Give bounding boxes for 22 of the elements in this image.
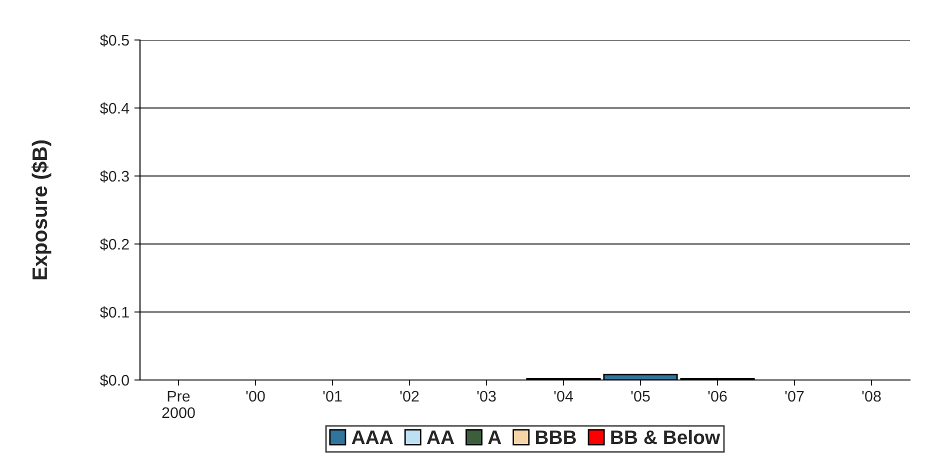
x-tick-label: '04 [554,390,574,402]
x-tick-label: '03 [477,390,496,402]
y-axis-title: Exposure ($B) [31,140,52,280]
x-tick-label: '00 [246,390,265,402]
y-tick-label: $0.2 [100,238,129,251]
x-tick-label: '01 [323,390,342,402]
y-tick-label: $0.3 [100,170,129,183]
legend-label: AAA [352,430,393,444]
x-tick-label: '02 [400,390,419,402]
y-tick-label: $0.4 [100,102,130,115]
x-tick-label: Pre 2000 [162,390,195,418]
legend-label: BB & Below [611,430,720,444]
y-tick-label: $0.0 [100,374,129,387]
x-tick-label: '07 [785,390,804,402]
x-tick-label: '08 [862,390,881,402]
x-tick-label: '06 [708,390,727,402]
y-tick-label: $0.1 [100,306,129,319]
legend-label: A [488,430,502,444]
x-tick-label: '05 [631,390,650,402]
legend-label: BBB [536,430,576,444]
y-tick-label: $0.5 [100,34,129,47]
legend-label: AA [426,430,454,444]
